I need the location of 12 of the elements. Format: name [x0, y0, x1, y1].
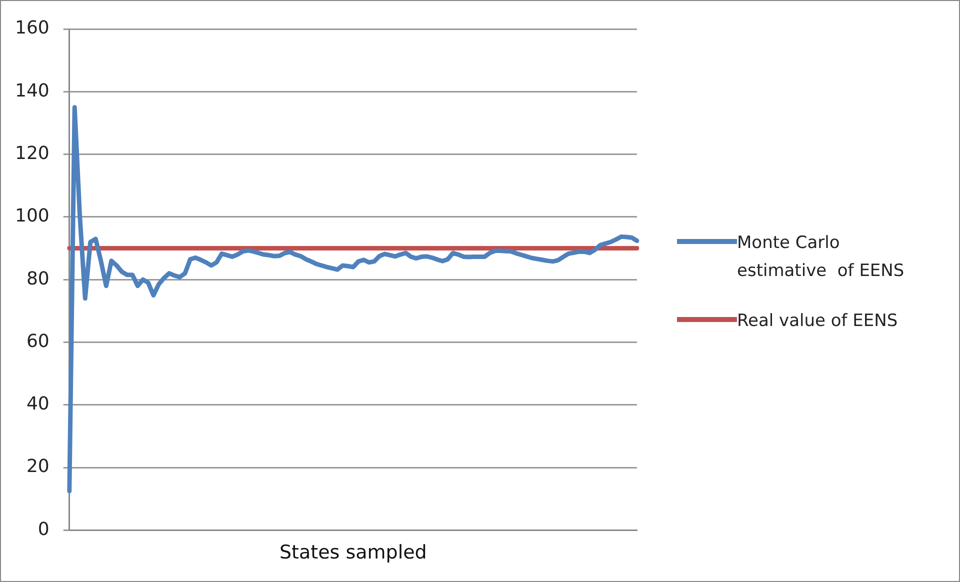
y-tick-label: 0 [38, 518, 50, 540]
y-tick-label: 140 [14, 80, 50, 102]
x-axis-title: States sampled [279, 542, 427, 564]
y-tick-label: 160 [14, 18, 50, 39]
y-tick-label: 60 [26, 330, 50, 352]
legend-label: Monte Carlo estimative of EENS [737, 232, 906, 283]
legend-label: Real value of EENS [737, 310, 899, 333]
y-tick-label: 100 [14, 206, 50, 227]
y-tick-label: 40 [26, 394, 50, 415]
y-tick-label: 80 [26, 268, 50, 290]
y-tick-label: 20 [26, 456, 50, 478]
y-tick-label: 120 [14, 142, 50, 164]
